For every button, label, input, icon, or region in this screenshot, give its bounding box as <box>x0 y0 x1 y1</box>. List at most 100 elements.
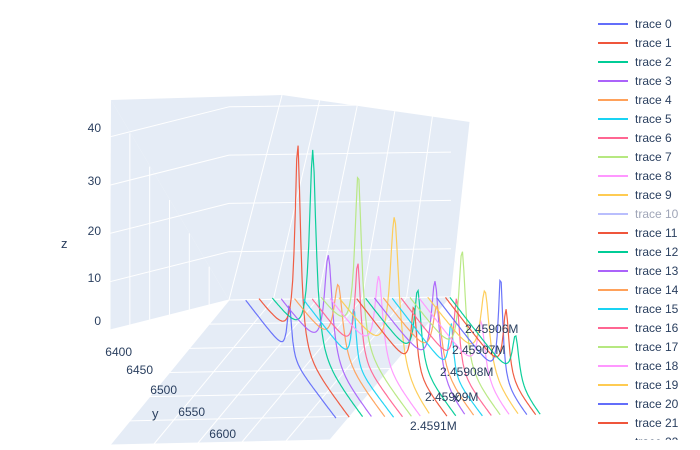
legend-label: trace 19 <box>635 377 679 392</box>
trace-line-11 <box>356 298 448 417</box>
legend-item[interactable]: trace 13 <box>598 261 700 280</box>
floor-panel <box>110 297 451 445</box>
legend-item[interactable]: trace 2 <box>598 52 700 71</box>
x-tick-label: 2.45906M <box>465 322 518 336</box>
grid-floor-y <box>189 344 411 349</box>
grid-wall-x <box>361 111 396 299</box>
trace-line-16 <box>400 297 492 416</box>
legend-swatch <box>598 250 628 253</box>
legend-item[interactable]: trace 4 <box>598 90 700 109</box>
legend-swatch <box>598 174 628 177</box>
z-tick-label: 10 <box>88 271 102 285</box>
trace-line-4 <box>294 283 386 418</box>
legend-item[interactable]: trace 10 <box>598 204 700 223</box>
y-tick-label: 6400 <box>105 345 132 359</box>
legend-swatch <box>598 136 628 139</box>
grid-floor-y <box>109 439 331 446</box>
y-tick-label: 6600 <box>209 427 236 441</box>
legend-item[interactable]: trace 14 <box>598 280 700 299</box>
grid-wall-x <box>450 121 471 298</box>
legend-label: trace 5 <box>635 111 672 126</box>
legend-label: trace 22 <box>635 435 678 441</box>
grid-wall-x <box>228 94 283 301</box>
legend-label: trace 7 <box>635 149 672 164</box>
legend-swatch <box>598 307 628 310</box>
legend-label: trace 8 <box>635 168 672 183</box>
legend-swatch <box>598 231 628 234</box>
legend-item[interactable]: trace 16 <box>598 318 700 337</box>
legend-item[interactable]: trace 1 <box>598 33 700 52</box>
trace-line-13 <box>373 281 466 415</box>
legend-item[interactable]: trace 21 <box>598 413 700 432</box>
legend-item[interactable]: trace 8 <box>598 166 700 185</box>
x-tick-label: 2.4591M <box>410 419 457 433</box>
legend-swatch <box>598 421 628 424</box>
legend-label: trace 3 <box>635 73 672 88</box>
legend-swatch <box>598 60 628 63</box>
legend-swatch <box>598 155 628 158</box>
legend-swatch <box>598 22 628 25</box>
legend-label: trace 0 <box>635 16 672 31</box>
legend-item[interactable]: trace 20 <box>598 394 700 413</box>
x-tick-label: 2.45908M <box>440 365 493 379</box>
trace-line-14 <box>382 297 475 416</box>
y-tick-label: 6450 <box>126 363 153 377</box>
legend-item[interactable]: trace 18 <box>598 356 700 375</box>
legend-item[interactable]: trace 12 <box>598 242 700 261</box>
legend-label: trace 13 <box>635 263 679 278</box>
legend-item[interactable]: trace 22 <box>598 432 700 441</box>
legend-item[interactable]: trace 7 <box>598 147 700 166</box>
grid-wall-x <box>406 116 433 298</box>
grid-wall-x <box>272 100 321 300</box>
trace-line-15 <box>391 297 483 417</box>
legend-swatch <box>598 269 628 272</box>
grid-z <box>228 199 452 204</box>
legend-item[interactable]: trace 17 <box>598 337 700 356</box>
legend-item[interactable]: trace 6 <box>598 128 700 147</box>
y-tick-label: 6500 <box>150 383 177 397</box>
trace-line-7 <box>320 176 412 417</box>
z-axis-title: z <box>61 236 68 251</box>
z-tick-label: 40 <box>88 121 102 135</box>
grid-floor-y <box>129 415 351 422</box>
x-axis-title: x <box>453 390 460 405</box>
legend-swatch <box>598 212 628 215</box>
traces <box>245 145 541 419</box>
legend-swatch <box>598 79 628 82</box>
legend-item[interactable]: trace 15 <box>598 299 700 318</box>
legend-item[interactable]: trace 5 <box>598 109 700 128</box>
legend-swatch <box>598 98 628 101</box>
legend-label: trace 2 <box>635 54 672 69</box>
legend-label: trace 11 <box>635 225 678 240</box>
legend-label: trace 10 <box>635 206 679 221</box>
legend-item[interactable]: trace 11 <box>598 223 700 242</box>
trace-line-22 <box>449 297 541 415</box>
trace-line-3 <box>280 255 372 417</box>
grid-z <box>109 106 230 138</box>
grid-wall-x <box>317 105 358 299</box>
scene-background <box>110 95 470 445</box>
trace-line-1 <box>258 145 350 418</box>
legend-item[interactable]: trace 9 <box>598 185 700 204</box>
trace-line-17 <box>409 251 501 416</box>
tick-labels: 2.45906M 2.45907M 2.45908M 2.45909M 2.4591M 6… <box>88 121 519 450</box>
z-tick-label: 0 <box>94 314 101 328</box>
trace-line-12 <box>365 288 457 417</box>
legend-item[interactable]: trace 3 <box>598 71 700 90</box>
legend-item[interactable]: trace 19 <box>598 375 700 394</box>
legend-item[interactable]: trace 0 <box>598 14 700 33</box>
grid-z <box>228 103 452 108</box>
legend-swatch <box>598 117 628 120</box>
z-tick-label: 20 <box>88 224 102 238</box>
legend-label: trace 12 <box>635 244 679 259</box>
legend-label: trace 6 <box>635 130 672 145</box>
legend-label: trace 14 <box>635 282 679 297</box>
y-axis-title: y <box>152 406 159 421</box>
legend-swatch <box>598 402 628 405</box>
grid-z <box>228 151 452 156</box>
legend-label: trace 20 <box>635 396 679 411</box>
legend-label: trace 21 <box>635 415 679 430</box>
legend-label: trace 18 <box>635 358 679 373</box>
grid-lines <box>109 94 471 446</box>
